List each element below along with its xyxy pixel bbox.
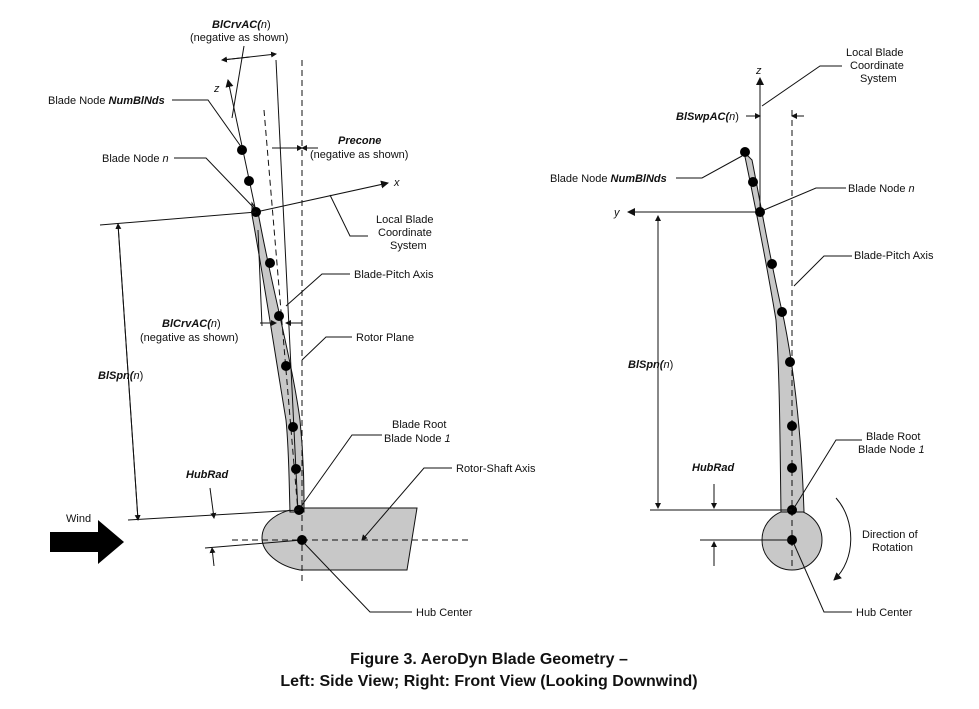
front-node-numblnds	[740, 147, 750, 157]
front-leader-numblnds	[676, 155, 743, 179]
front-leader-node-n	[763, 187, 846, 211]
hub-nacelle	[261, 507, 418, 571]
side-node	[281, 361, 291, 371]
front-y-label: y	[613, 207, 621, 219]
side-pitch-axis-line	[263, 109, 299, 513]
blswpac-label: BlSwpAC(n)	[676, 111, 739, 123]
side-hub-center-label: Hub Center	[416, 607, 473, 619]
blcrvac-mid-ext	[257, 229, 263, 327]
side-root-label-2: Blade Node 1	[384, 433, 451, 445]
caption-line-2: Left: Side View; Right: Front View (Look…	[280, 673, 697, 690]
front-node	[777, 307, 787, 317]
front-pitch-axis-label: Blade-Pitch Axis	[854, 250, 934, 262]
side-blspn-label: BlSpn(n)	[98, 370, 143, 382]
front-leader-root	[793, 439, 862, 509]
front-node-n-label: Blade Node n	[848, 183, 915, 195]
leader-local-cs	[329, 194, 368, 237]
front-root-label-2: Blade Node 1	[858, 444, 925, 456]
hub-tilt-line	[204, 539, 303, 549]
side-node-numblnds	[237, 145, 247, 155]
side-x-axis	[255, 180, 389, 213]
side-node	[288, 422, 298, 432]
front-node	[787, 463, 797, 473]
side-hub-center	[297, 535, 307, 545]
side-node-n-label: Blade Node n	[102, 153, 169, 165]
side-node	[291, 464, 301, 474]
front-leader-pitch-axis	[793, 255, 852, 287]
side-node	[265, 258, 275, 268]
shaft-axis-label: Rotor-Shaft Axis	[456, 463, 536, 475]
front-leader-hub-center	[793, 543, 852, 613]
front-hubrad-label: HubRad	[692, 462, 734, 474]
caption-line-1: Figure 3. AeroDyn Blade Geometry –	[350, 651, 628, 668]
blcrvac-top-label: BlCrvAC(n)	[212, 19, 271, 31]
blcrvac-top-dim-left	[221, 56, 251, 63]
blcrvac-mid-label: BlCrvAC(n)	[162, 318, 221, 330]
side-view: BlCrvAC(n) (negative as shown) z x Blade…	[48, 19, 536, 619]
front-local-cs-1: Local Blade	[846, 47, 904, 59]
front-node	[767, 259, 777, 269]
leader-root	[299, 434, 382, 509]
hubrad-arrow-bottom	[209, 547, 216, 567]
front-node	[748, 177, 758, 187]
front-local-cs-3: System	[860, 73, 897, 85]
front-node	[787, 421, 797, 431]
rotation-label-2: Rotation	[872, 542, 913, 554]
precone-note: (negative as shown)	[310, 149, 408, 161]
front-root-label-1: Blade Root	[866, 431, 920, 443]
side-root-label-1: Blade Root	[392, 419, 446, 431]
leader-shaft-axis	[361, 467, 452, 541]
wind-label: Wind	[66, 513, 91, 525]
front-view: z y Local Blade Coordinate System BlSwpA…	[550, 47, 934, 619]
front-leader-local-cs	[761, 65, 842, 107]
rotor-plane-line	[275, 59, 299, 513]
precone-label: Precone	[338, 135, 381, 147]
side-node	[244, 176, 254, 186]
front-blspn-label: BlSpn(n)	[628, 359, 673, 371]
blcrvac-top-leader	[231, 45, 245, 119]
blspn-dim2	[115, 223, 139, 521]
side-x-label: x	[393, 177, 400, 189]
front-local-cs-2: Coordinate	[850, 60, 904, 72]
front-node-numblnds-label: Blade Node NumBlNds	[550, 173, 667, 185]
side-z-label: z	[213, 83, 220, 95]
rotation-label-1: Direction of	[862, 529, 919, 541]
side-node	[274, 311, 284, 321]
front-hub-center	[787, 535, 797, 545]
front-z-label: z	[755, 65, 762, 77]
wind-arrow	[50, 520, 124, 564]
side-hubrad-label: HubRad	[186, 469, 228, 481]
rotation-arrow	[833, 497, 852, 581]
side-local-cs-1: Local Blade	[376, 214, 434, 226]
blcrvac-top-note: (negative as shown)	[190, 32, 288, 44]
side-local-cs-2: Coordinate	[378, 227, 432, 239]
leader-pitch-axis	[285, 273, 350, 307]
leader-node-n	[174, 157, 255, 209]
rotor-plane-label: Rotor Plane	[356, 332, 414, 344]
front-hub-center-label: Hub Center	[856, 607, 913, 619]
blcrvac-mid-note: (negative as shown)	[140, 332, 238, 344]
side-local-cs-3: System	[390, 240, 427, 252]
leader-node-numblnds	[172, 99, 243, 149]
blspn-ext-top	[99, 211, 257, 226]
leader-rotor-plane	[301, 336, 352, 361]
front-node	[785, 357, 795, 367]
hubrad-arrow-top	[209, 487, 217, 519]
side-node-numblnds-label: Blade Node NumBlNds	[48, 95, 165, 107]
front-node-n	[755, 207, 765, 217]
leader-hub-center	[303, 542, 412, 613]
side-pitch-axis-label: Blade-Pitch Axis	[354, 269, 434, 281]
